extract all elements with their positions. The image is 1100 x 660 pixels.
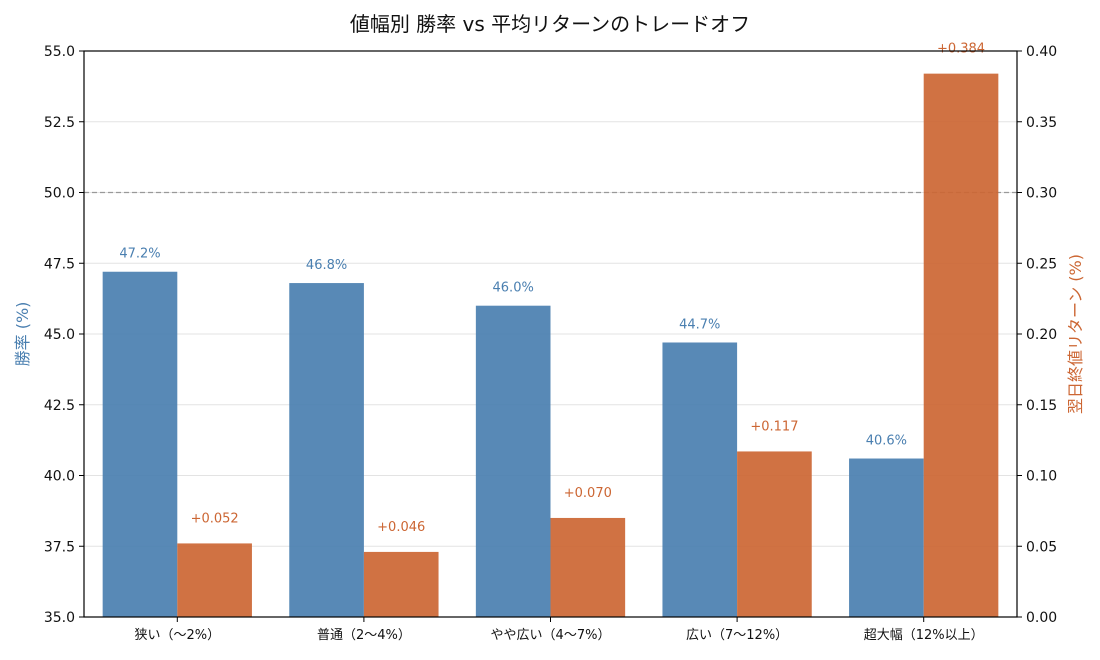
- win-rate-bar: [662, 342, 738, 617]
- win-rate-label: 40.6%: [866, 434, 907, 449]
- y-right-tick-label: 0.40: [1026, 44, 1057, 60]
- return-bar: [923, 73, 999, 617]
- y-left-tick-label: 45.0: [44, 327, 75, 343]
- x-category-label: やや広い（4〜7%）: [491, 628, 611, 643]
- win-rate-label: 46.8%: [306, 258, 347, 273]
- y-left-tick-label: 37.5: [44, 539, 75, 555]
- win-rate-bar: [849, 458, 924, 617]
- y-left-tick-label: 50.0: [44, 186, 75, 202]
- y-left-tick-label: 40.0: [44, 469, 75, 485]
- win-rate-label: 46.0%: [493, 281, 534, 296]
- x-axis-categories: 狭い（〜2%） 普通（2〜4%） やや広い（4〜7%） 広い（7〜12%） 超大幅（12…: [134, 617, 984, 643]
- y-right-tick-label: 0.20: [1026, 327, 1057, 343]
- return-bar: [737, 451, 812, 617]
- y-left-tick-label: 47.5: [44, 256, 75, 272]
- y-right-tick-label: 0.15: [1026, 398, 1057, 414]
- win-rate-bar: [289, 283, 364, 617]
- return-label: +0.046: [377, 520, 425, 535]
- y-right-tick-label: 0.25: [1026, 256, 1057, 272]
- return-label: +0.117: [750, 419, 798, 434]
- y-left-tick-label: 35.0: [44, 610, 75, 626]
- bars-group: [102, 73, 999, 617]
- return-bar: [177, 543, 252, 617]
- y-right-tick-label: 0.10: [1026, 469, 1057, 485]
- y-axis-right-label: 翌日終値リターン (%): [1066, 254, 1085, 414]
- return-label: +0.384: [937, 42, 985, 57]
- y-left-tick-label: 52.5: [44, 115, 75, 131]
- y-axis-left-label: 勝率 (%): [13, 302, 32, 367]
- y-right-tick-label: 0.30: [1026, 186, 1057, 202]
- x-category-label: 広い（7〜12%）: [686, 628, 788, 643]
- chart-title: 値幅別 勝率 vs 平均リターンのトレードオフ: [350, 12, 750, 36]
- return-label: +0.070: [564, 486, 612, 501]
- y-right-tick-label: 0.05: [1026, 539, 1057, 555]
- x-category-label: 普通（2〜4%）: [317, 628, 411, 643]
- x-category-label: 狭い（〜2%）: [134, 628, 220, 643]
- data-labels-group: 47.2% +0.052 46.8% +0.046 46.0% +0.070 44.7% +0…: [119, 42, 985, 535]
- win-rate-bar: [475, 305, 551, 617]
- return-bar: [550, 517, 626, 617]
- win-rate-label: 44.7%: [679, 317, 720, 332]
- y-left-tick-label: 42.5: [44, 398, 75, 414]
- x-category-label: 超大幅（12%以上）: [864, 628, 984, 643]
- y-left-tick-label: 55.0: [44, 44, 75, 60]
- right-axis-ticks: 0.00 0.05 0.10 0.15 0.20 0.25 0.30 0.35 0.40: [1017, 44, 1057, 626]
- left-axis-ticks: 35.0 37.5 40.0 42.5 45.0 47.5 50.0 52.5 55.0: [44, 44, 84, 626]
- win-rate-bar: [102, 271, 178, 617]
- y-right-tick-label: 0.35: [1026, 115, 1057, 131]
- win-rate-label: 47.2%: [119, 247, 160, 262]
- return-label: +0.052: [191, 511, 239, 526]
- y-right-tick-label: 0.00: [1026, 610, 1057, 626]
- return-bar: [363, 551, 439, 617]
